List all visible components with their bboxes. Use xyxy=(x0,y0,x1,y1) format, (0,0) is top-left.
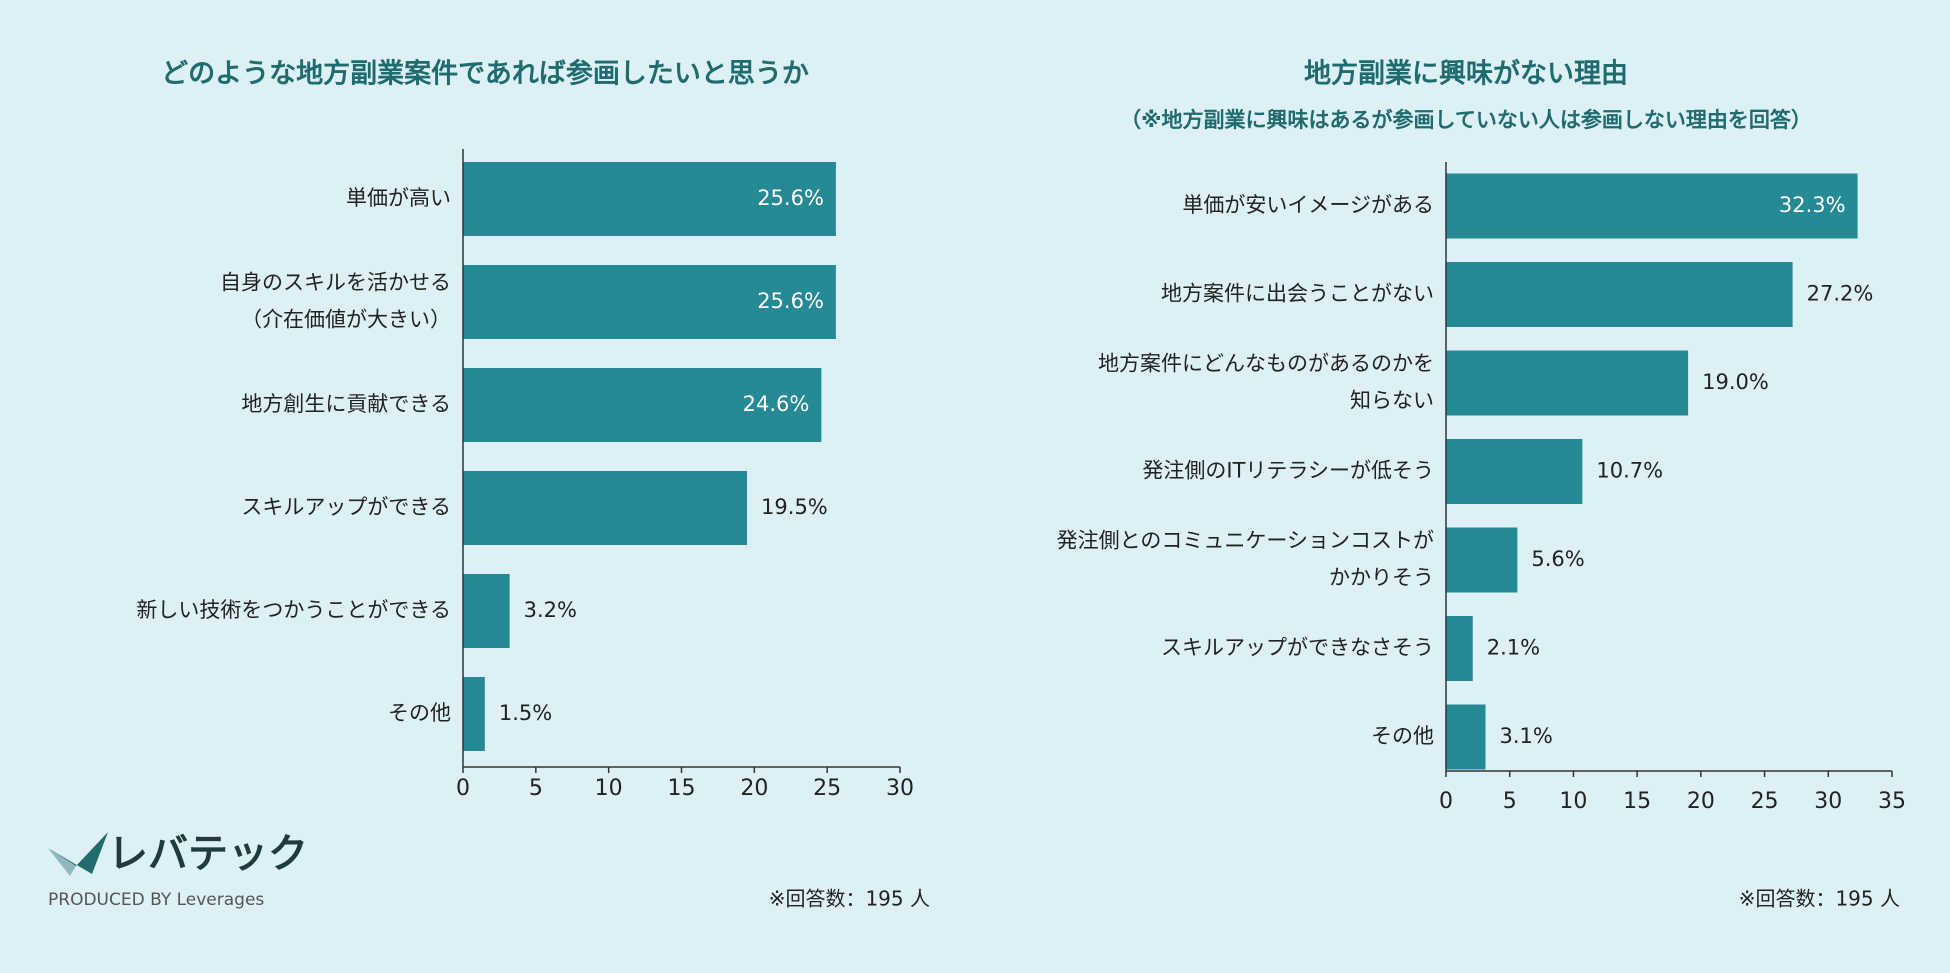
category-label: 発注側とのコミュニケーションコストが xyxy=(1057,529,1434,553)
x-tick-label: 30 xyxy=(1814,789,1842,814)
value-label: 27.2% xyxy=(1807,282,1874,306)
category-label: その他 xyxy=(388,701,451,725)
x-tick-label: 25 xyxy=(813,776,841,801)
chart-title: どのような地方副業案件であれば参画したいと思うか xyxy=(161,58,809,90)
value-label: 3.2% xyxy=(524,598,577,622)
value-label: 1.5% xyxy=(499,701,552,725)
value-label: 10.7% xyxy=(1596,459,1663,483)
x-tick-label: 10 xyxy=(1559,789,1587,814)
bar xyxy=(1446,704,1486,770)
x-tick-label: 15 xyxy=(1623,789,1651,814)
x-tick-label: 5 xyxy=(1503,789,1517,814)
value-label: 25.6% xyxy=(757,289,824,313)
x-tick-label: 25 xyxy=(1751,789,1779,814)
bar xyxy=(1446,616,1473,681)
x-tick-label: 20 xyxy=(1687,789,1715,814)
category-label: 地方創生に貢献できる xyxy=(241,392,451,416)
x-tick-label: 10 xyxy=(595,776,623,801)
bar xyxy=(1446,262,1793,327)
x-tick-label: 35 xyxy=(1878,789,1906,814)
logo-text: レバテック xyxy=(108,831,308,877)
category-label: かかりそう xyxy=(1329,566,1434,590)
value-label: 5.6% xyxy=(1531,547,1584,571)
value-label: 3.1% xyxy=(1500,724,1553,748)
x-tick-label: 15 xyxy=(668,776,696,801)
bar xyxy=(463,368,822,442)
category-label: 地方案件に出会うことがない xyxy=(1161,282,1434,306)
bar xyxy=(1446,527,1518,593)
category-label: スキルアップができなさそう xyxy=(1161,636,1434,660)
category-label: （介在価値が大きい） xyxy=(241,308,451,332)
category-label: スキルアップができる xyxy=(241,495,451,519)
category-label: 自身のスキルを活かせる xyxy=(220,271,451,295)
bar xyxy=(463,574,510,648)
bar xyxy=(463,265,836,339)
value-label: 19.0% xyxy=(1702,370,1769,394)
category-label: 発注側のITリテラシーが低そう xyxy=(1142,459,1434,483)
category-label: 単価が安いイメージがある xyxy=(1182,193,1434,217)
chart-title: 地方副業に興味がない理由 xyxy=(1304,58,1628,90)
note: ※回答数：195 人 xyxy=(1739,887,1900,911)
category-label: 地方案件にどんなものがあるのかを xyxy=(1098,352,1434,376)
category-label: 知らない xyxy=(1350,389,1434,413)
value-label: 25.6% xyxy=(757,186,824,210)
bar xyxy=(463,677,485,751)
logo-mark xyxy=(48,832,108,874)
chart: 地方副業に興味がない理由 （※地方副業に興味はあるが参画していない人は参画しない理… xyxy=(1057,58,1906,911)
chart-subtitle: （※地方副業に興味はあるが参画していない人は参画しない理由を回答） xyxy=(1120,108,1812,132)
bar xyxy=(1446,439,1583,504)
x-tick-label: 30 xyxy=(886,776,914,801)
bar xyxy=(463,162,836,236)
bar xyxy=(1446,173,1858,239)
x-tick-label: 20 xyxy=(740,776,768,801)
value-label: 19.5% xyxy=(761,495,828,519)
logo: レバテック PRODUCED BY Leverages xyxy=(48,831,308,910)
bar xyxy=(463,471,748,545)
logo-mark-shade xyxy=(48,848,76,876)
x-tick-label: 5 xyxy=(529,776,543,801)
value-label: 32.3% xyxy=(1779,193,1846,217)
bar xyxy=(1446,350,1689,416)
x-tick-label: 0 xyxy=(1439,789,1453,814)
tagline: PRODUCED BY Leverages xyxy=(48,890,264,910)
value-label: 24.6% xyxy=(743,392,810,416)
x-tick-label: 0 xyxy=(456,776,470,801)
chart: どのような地方副業案件であれば参画したいと思うか 0 5 10 15 20 25 30 単価が高… xyxy=(136,58,930,911)
category-label: その他 xyxy=(1371,724,1434,748)
note: ※回答数：195 人 xyxy=(769,887,930,911)
category-label: 新しい技術をつかうことができる xyxy=(136,598,451,622)
category-label: 単価が高い xyxy=(346,186,451,210)
value-label: 2.1% xyxy=(1487,636,1540,660)
